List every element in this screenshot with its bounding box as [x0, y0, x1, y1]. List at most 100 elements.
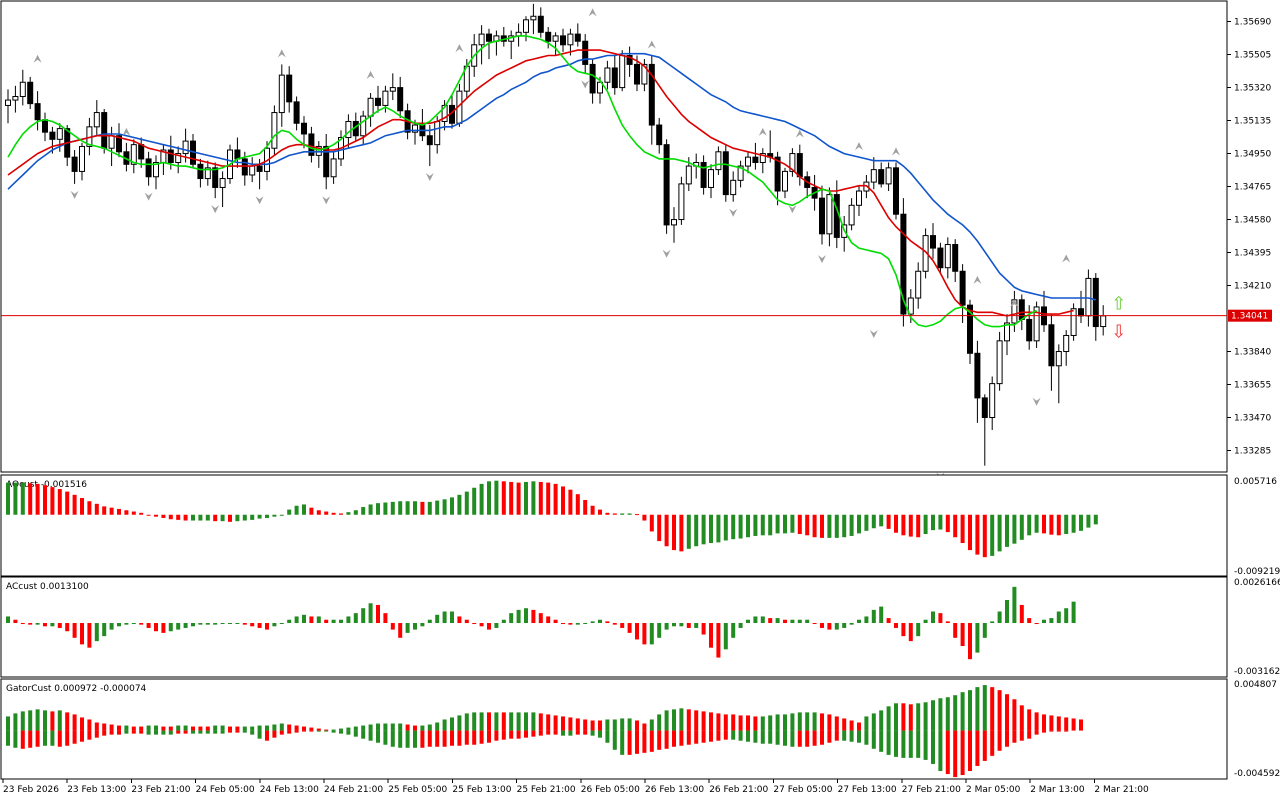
ac-bar — [753, 616, 758, 624]
fractal-up-icon — [1010, 299, 1019, 308]
gator-lower-bar — [575, 730, 580, 735]
gator-lower-bar — [886, 730, 891, 755]
candle-body — [42, 119, 48, 133]
ao-bar — [331, 512, 336, 515]
ac-bar — [694, 623, 699, 628]
price-pane[interactable]: ⇧⇩ — [1, 0, 1227, 481]
fractal-down-icon — [662, 249, 671, 258]
gator-lower-bar — [198, 730, 203, 734]
candle-body — [641, 63, 648, 85]
ao-bar — [775, 514, 780, 534]
gator-upper-bar — [457, 715, 462, 731]
gator-upper-bar — [790, 713, 795, 731]
ao-bar — [1064, 514, 1069, 535]
candle — [1092, 273, 1099, 341]
ac-bar — [87, 623, 92, 648]
fractal-up-icon — [647, 40, 656, 49]
gator-lower-bar — [376, 730, 380, 743]
gator-upper-bar — [302, 726, 306, 731]
gator-upper-bar — [339, 728, 343, 731]
candle — [708, 164, 714, 199]
candle-body — [900, 213, 907, 315]
gator-lower-bar — [1027, 730, 1032, 739]
ac-bar — [701, 623, 706, 635]
ao-bar — [760, 514, 765, 536]
ao-bar — [709, 514, 713, 544]
ac-bar — [894, 623, 898, 628]
gator-lower-bar — [287, 730, 292, 734]
ao-bar — [908, 514, 913, 537]
candle — [989, 376, 996, 430]
ac-bar — [191, 623, 195, 627]
gator-upper-bar — [768, 715, 773, 731]
candle-body — [604, 67, 611, 83]
candle — [71, 150, 78, 184]
gator-lower-bar — [405, 730, 410, 748]
candle-body — [789, 153, 796, 172]
price-tick-label: 1.33285 — [1234, 446, 1271, 456]
fractal-down-icon — [211, 205, 220, 214]
candle-body — [671, 219, 677, 226]
ac-bar — [605, 621, 610, 624]
gator-upper-bar — [94, 722, 99, 731]
gator-lower-bar — [353, 730, 358, 737]
candle-body — [715, 151, 722, 171]
candle-body — [1078, 308, 1084, 317]
ao-bar — [783, 514, 787, 534]
candle — [426, 125, 433, 167]
candle-body — [700, 161, 707, 188]
ao-bar — [257, 514, 262, 519]
gator-upper-bar — [901, 703, 906, 731]
ac-bar — [272, 623, 277, 627]
ao-bar — [294, 505, 299, 515]
ac-bar — [302, 614, 306, 624]
ao-bar — [679, 514, 684, 552]
ac-bar — [931, 611, 935, 624]
ac-bar — [257, 623, 262, 628]
candle — [870, 157, 877, 190]
gator-upper-bar — [760, 716, 765, 731]
ao-bar — [649, 514, 654, 532]
ao-bar — [131, 511, 136, 515]
gator-upper-bar — [775, 714, 780, 731]
gator-lower-bar — [139, 730, 144, 734]
gator-upper-bar — [479, 712, 484, 731]
gator-lower-bar — [464, 730, 469, 745]
time-tick-label: 2 Mar 13:00 — [1030, 785, 1085, 795]
ac-bar — [339, 619, 343, 624]
ac-bar — [6, 616, 10, 624]
candle — [19, 69, 26, 106]
ao-bar — [464, 491, 469, 515]
gator-lower-bar — [509, 730, 514, 739]
candle — [996, 331, 1003, 391]
gator-upper-bar — [287, 724, 292, 731]
ao-bar — [80, 498, 84, 515]
candle — [848, 198, 855, 231]
ac-bar — [80, 623, 84, 645]
ac-bar — [916, 623, 921, 637]
candle — [589, 59, 596, 104]
ac-bar — [842, 623, 847, 628]
gator-lower-bar — [257, 730, 262, 739]
gator-lower-bar — [1019, 730, 1024, 741]
ac-bar — [849, 623, 854, 625]
current-price-label: 1.34041 — [1231, 312, 1268, 322]
candle — [626, 46, 633, 77]
ac-bar — [442, 611, 447, 624]
candle — [1048, 314, 1055, 391]
ac-bar — [353, 613, 358, 624]
candle-body — [301, 122, 307, 135]
ac-bar — [198, 623, 203, 625]
candle-body — [1100, 315, 1107, 328]
gator-upper-bar — [368, 724, 373, 731]
gator-upper-bar — [871, 713, 876, 731]
candle-body — [345, 120, 352, 139]
gator-lower-bar — [20, 730, 25, 749]
gator-lower-bar — [1005, 730, 1009, 747]
ao-bar — [361, 507, 366, 515]
ao-bar — [346, 512, 351, 515]
price-tick-label: 1.34210 — [1234, 282, 1271, 292]
candle-body — [71, 156, 78, 172]
ac-bar — [553, 619, 558, 624]
gator-lower-bar — [80, 730, 84, 742]
